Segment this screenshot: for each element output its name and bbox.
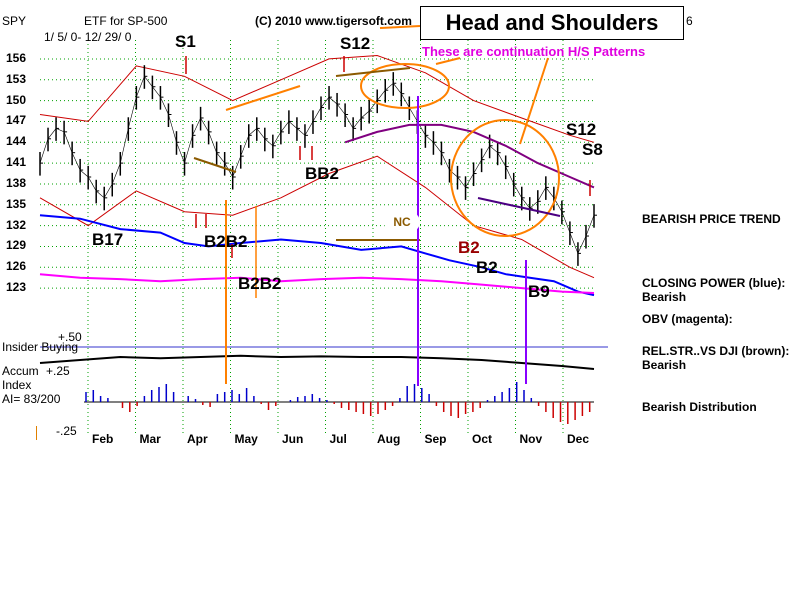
upper-band-line [39, 54, 595, 143]
closing-power-line [39, 214, 595, 297]
y-tick-label: 126 [6, 259, 27, 274]
y-tick-label: 123 [6, 280, 27, 295]
minus25-label: -.25 [56, 424, 77, 438]
x-tick-label: Aug [377, 432, 401, 446]
axis-tick-mark [36, 426, 37, 440]
y-tick-label: 150 [6, 92, 27, 107]
signal-bb2-jun: BB2 [305, 164, 340, 183]
insider-buying-label: Insider Buying [2, 340, 79, 354]
ai-value-label: AI= 83/200 [2, 392, 61, 406]
x-tick-label: Feb [92, 432, 114, 446]
plus50-label: +.50 [58, 330, 82, 344]
x-tick-label: Apr [187, 432, 208, 446]
closing-power-label: CLOSING POWER (blue): [642, 276, 786, 290]
head-circle [360, 63, 450, 109]
signal-s12-top: S12 [340, 34, 371, 53]
relstr-line [39, 354, 595, 370]
y-tick-label: 156 [6, 50, 27, 65]
relstr-state: Bearish [642, 358, 687, 372]
x-tick-label: Dec [567, 432, 590, 446]
y-tick-label: 141 [6, 155, 27, 170]
y-tick-label: 135 [6, 196, 27, 211]
obv-line [39, 273, 595, 294]
trend-label: BEARISH PRICE TREND [642, 212, 781, 226]
title-arrow [379, 25, 421, 29]
accum-label-line2: Index [2, 378, 32, 392]
signal-s12-right: S12 [566, 120, 597, 139]
annotations [185, 25, 591, 386]
x-tick-label: May [234, 432, 258, 446]
y-tick-label: 129 [6, 238, 27, 253]
y-tick-label: 147 [6, 113, 27, 128]
relstr-label: REL.STR..VS DJI (brown): [642, 344, 790, 358]
neckline-top [335, 67, 411, 77]
signal-b2-may: B2B2 [238, 274, 282, 293]
chart-grid [40, 40, 594, 435]
right-hs-circle [450, 119, 560, 237]
closing-power-state: Bearish [642, 290, 687, 304]
signal-s1: S1 [175, 32, 196, 51]
x-tick-label: Oct [472, 432, 493, 446]
callout-arrow-2 [435, 57, 461, 65]
x-tick-label: Sep [424, 432, 447, 446]
callout-label: These are continuation H/S Patterns [422, 44, 646, 59]
accumulation-index-bars [84, 382, 594, 424]
signal-b17: B17 [92, 230, 124, 249]
price-bars [39, 65, 597, 266]
y-tick-label: 138 [6, 175, 27, 190]
y-tick-label: 132 [6, 217, 27, 232]
description-label: ETF for SP-500 [84, 14, 168, 28]
trendline-1 [225, 85, 301, 111]
date-range-label: 1/ 5/ 0- 12/ 29/ 0 [44, 30, 132, 44]
neckline-right [477, 197, 561, 217]
x-tick-label: Jul [329, 432, 347, 446]
signal-b2-oct: B2 [458, 238, 480, 257]
x-tick-label: Nov [519, 432, 543, 446]
chart-title: Head and Shoulders [420, 6, 684, 40]
plus25-label: +.25 [46, 364, 70, 378]
signal-nc: NC [384, 212, 420, 232]
neckline-left [193, 157, 237, 173]
title-suffix: 6 [686, 14, 693, 28]
signal-b2-cluster: B2B2 [204, 232, 248, 251]
distribution-label: Bearish Distribution [642, 400, 757, 414]
accum-label-line1: Accum [2, 364, 39, 378]
symbol-label: SPY [2, 14, 27, 28]
signal-s8: S8 [582, 140, 603, 159]
x-tick-label: Mar [139, 432, 161, 446]
bollinger-bands [39, 54, 595, 279]
signal-b2-oct2: B2 [476, 258, 498, 277]
copyright-label: (C) 2010 www.tigersoft.com [255, 14, 412, 28]
price-close-line [39, 75, 595, 255]
x-tick-label: Jun [282, 432, 304, 446]
obv-label: OBV (magenta): [642, 312, 733, 326]
lower-band-line [39, 155, 595, 279]
y-tick-label: 153 [6, 71, 27, 86]
y-tick-label: 144 [6, 134, 27, 149]
callout-arrow-1 [519, 57, 549, 145]
indicator-lines [39, 123, 608, 370]
signal-b9: B9 [528, 282, 550, 301]
